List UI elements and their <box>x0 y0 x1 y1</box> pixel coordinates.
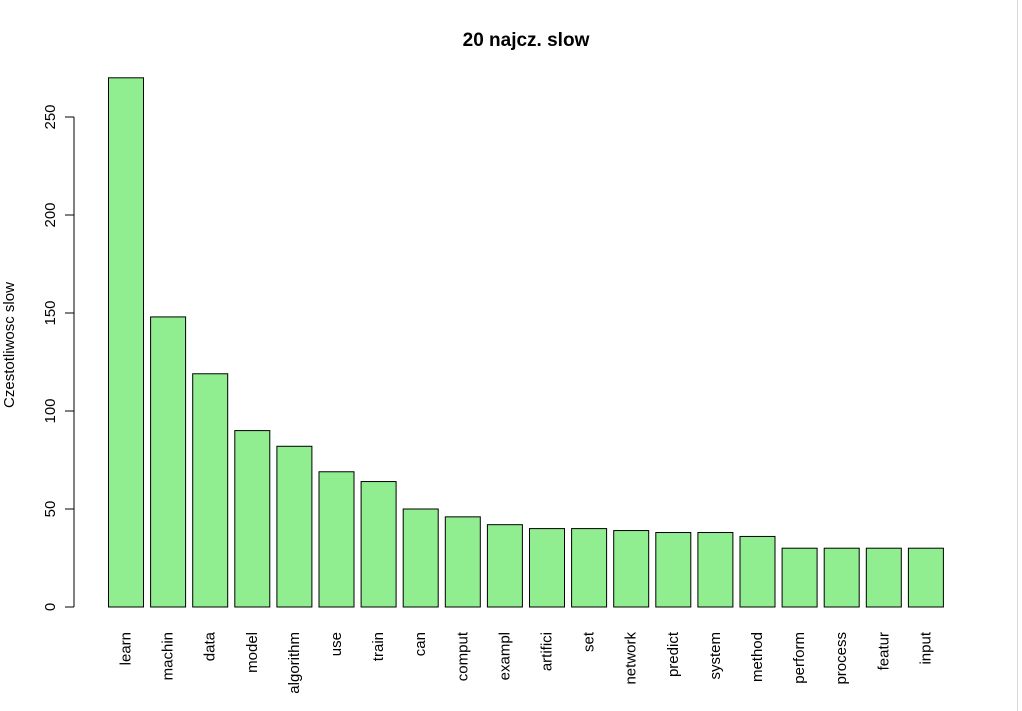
x-tick-label-featur: featur <box>875 632 892 670</box>
x-tick-label-system: system <box>707 632 724 680</box>
chart-title: 20 najcz. slow <box>463 30 590 51</box>
bar-perform <box>781 547 818 608</box>
y-tick-label: 0 <box>42 603 59 611</box>
window-edge <box>1017 0 1018 711</box>
y-tick-label: 100 <box>42 398 59 423</box>
bar-method <box>739 535 776 608</box>
x-tick-label-process: process <box>833 632 850 685</box>
x-tick-label-learn: learn <box>118 632 135 665</box>
x-tick-label-artifici: artifici <box>539 632 556 671</box>
y-tick-label: 50 <box>42 501 59 518</box>
bar-comput <box>444 516 481 608</box>
bar-machin <box>150 316 187 608</box>
bar-predict <box>655 532 692 608</box>
x-tick-label-set: set <box>581 631 598 652</box>
x-tick-label-algorithm: algorithm <box>286 632 303 694</box>
x-tick-label-data: data <box>202 631 219 661</box>
bar-input <box>907 547 944 608</box>
x-tick-label-model: model <box>244 632 261 673</box>
bar-learn <box>108 77 144 608</box>
y-tick-label: 200 <box>42 202 59 227</box>
x-tick-label-comput: comput <box>454 631 471 681</box>
bar-model <box>234 430 271 608</box>
bar-exampl <box>486 524 523 608</box>
bar-artifici <box>529 528 565 608</box>
x-tick-label-exampl: exampl <box>496 632 513 680</box>
bar-process <box>823 547 860 608</box>
x-tick-labels: learn machin data model algorithm use train can… <box>118 631 935 694</box>
x-tick-label-predict: predict <box>665 631 682 677</box>
y-tick-label: 150 <box>42 300 59 325</box>
bar-featur <box>865 547 902 608</box>
bar-data <box>192 373 229 608</box>
bar-train <box>360 481 397 608</box>
x-tick-label-perform: perform <box>791 632 808 684</box>
bars <box>108 77 944 608</box>
x-tick-label-network: network <box>623 632 640 685</box>
bar-can <box>402 508 439 608</box>
bar-set <box>571 528 608 608</box>
y-axis-label: Czestotliwosc slow <box>1 282 18 408</box>
x-tick-label-can: can <box>412 632 429 656</box>
x-tick-label-method: method <box>749 632 766 682</box>
x-tick-label-use: use <box>328 632 345 656</box>
y-axis: 0 50 100 150 200 250 <box>42 104 75 611</box>
y-tick-label: 250 <box>42 104 59 129</box>
bar-network <box>613 530 650 608</box>
bar-system <box>697 532 734 608</box>
x-tick-label-machin: machin <box>160 632 177 680</box>
bar-algorithm <box>276 445 313 608</box>
x-tick-label-input: input <box>917 631 934 664</box>
bar-use <box>318 471 355 608</box>
x-tick-label-train: train <box>370 632 387 661</box>
